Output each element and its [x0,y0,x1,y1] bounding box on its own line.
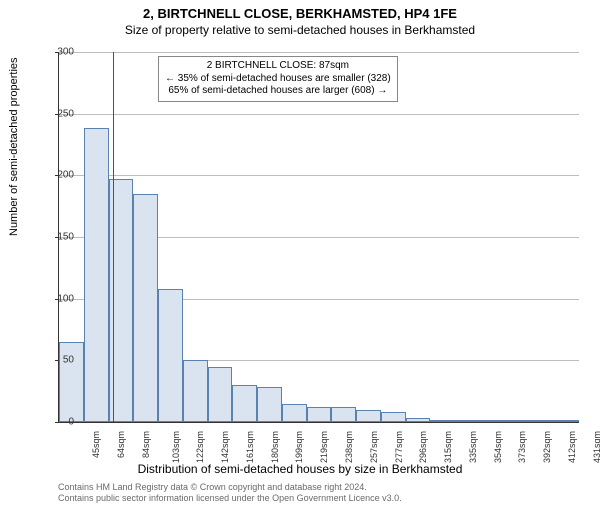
histogram-bar [158,289,183,422]
xtick-label: 180sqm [270,431,280,463]
xtick-label: 277sqm [394,431,404,463]
xtick-label: 335sqm [468,431,478,463]
gridline [59,52,579,53]
infobox-line-smaller: ← 35% of semi-detached houses are smalle… [165,73,391,86]
xtick-label: 161sqm [245,431,255,463]
footer-line-licence: Contains public sector information licen… [58,493,402,504]
xtick-label: 64sqm [116,431,126,458]
histogram-bar [282,404,307,423]
property-info-box: 2 BIRTCHNELL CLOSE: 87sqm ← 35% of semi-… [158,56,398,102]
xtick-label: 373sqm [517,431,527,463]
histogram-bar [480,420,505,422]
xtick-label: 296sqm [418,431,428,463]
ytick-label: 100 [44,293,74,304]
histogram-bar [381,412,406,422]
infobox-line-property: 2 BIRTCHNELL CLOSE: 87sqm [165,60,391,73]
footer-line-registry: Contains HM Land Registry data © Crown c… [58,482,402,493]
histogram-bar [257,387,282,422]
histogram-bar [307,407,332,422]
xtick-label: 142sqm [220,431,230,463]
xtick-label: 199sqm [295,431,305,463]
histogram-bar [430,420,455,422]
xtick-label: 84sqm [141,431,151,458]
xtick-label: 122sqm [195,431,205,463]
xtick-label: 354sqm [493,431,503,463]
plot-area: 45sqm64sqm84sqm103sqm122sqm142sqm161sqm1… [58,52,579,423]
x-axis-label: Distribution of semi-detached houses by … [0,462,600,476]
property-marker-line [113,52,114,422]
xtick-label: 257sqm [369,431,379,463]
histogram-bar [183,360,208,422]
histogram-bar [232,385,257,422]
xtick-label: 315sqm [443,431,453,463]
histogram-bar [529,420,554,422]
histogram-bar [356,410,381,422]
histogram-bar [455,420,480,422]
gridline [59,175,579,176]
gridline [59,114,579,115]
histogram-bar [505,420,530,422]
xtick-label: 392sqm [542,431,552,463]
xtick-label: 103sqm [171,431,181,463]
ytick-label: 0 [44,417,74,428]
histogram-bar [133,194,158,422]
histogram-bar [406,418,431,422]
xtick-label: 412sqm [567,431,577,463]
ytick-label: 150 [44,232,74,243]
ytick-label: 200 [44,170,74,181]
histogram-bar [84,128,109,422]
ytick-label: 250 [44,108,74,119]
xtick-label: 238sqm [344,431,354,463]
xtick-label: 45sqm [91,431,101,458]
histogram-bar [208,367,233,423]
infobox-line-larger: 65% of semi-detached houses are larger (… [165,85,391,98]
ytick-label: 50 [44,355,74,366]
chart-subtitle: Size of property relative to semi-detach… [0,23,600,37]
xtick-label: 431sqm [592,431,600,463]
histogram-bar [554,420,579,422]
xtick-label: 219sqm [319,431,329,463]
histogram-bar [331,407,356,422]
y-axis-label: Number of semi-detached properties [8,57,20,236]
chart-title-address: 2, BIRTCHNELL CLOSE, BERKHAMSTED, HP4 1F… [0,6,600,21]
ytick-label: 300 [44,47,74,58]
attribution-footer: Contains HM Land Registry data © Crown c… [58,482,402,504]
